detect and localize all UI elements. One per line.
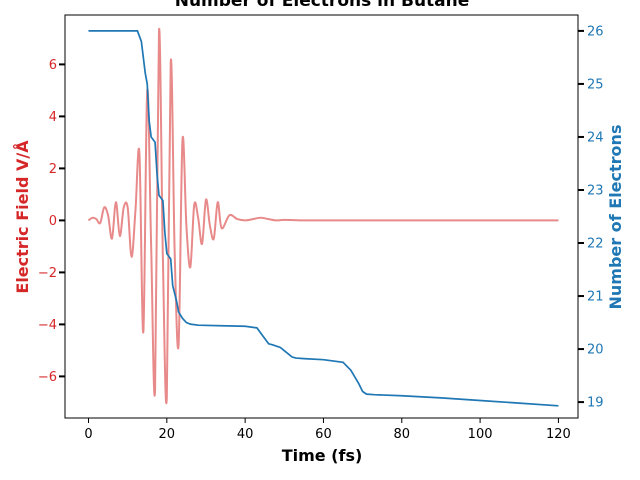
chart-title: Number of Electrons in Butane <box>175 0 470 11</box>
x-tick-label: 80 <box>394 427 411 442</box>
right-tick-label: 25 <box>587 77 604 92</box>
left-tick-label: 2 <box>49 162 57 177</box>
left-tick-label: −6 <box>38 370 57 385</box>
series-number-of-electrons-line <box>88 30 559 407</box>
right-axis-label: Number of Electrons <box>606 125 625 310</box>
x-tick-label: 20 <box>159 427 176 442</box>
left-axis: −6 −4 −2 0 2 4 6 <box>38 58 65 385</box>
right-tick-label: 19 <box>587 396 604 411</box>
x-tick-label: 40 <box>237 427 254 442</box>
x-tick-label: 0 <box>84 427 92 442</box>
right-tick-label: 21 <box>587 290 604 305</box>
right-tick-label: 22 <box>587 237 604 252</box>
right-tick-label: 20 <box>587 343 604 358</box>
left-tick-label: 0 <box>49 214 57 229</box>
plot-frame <box>64 14 579 419</box>
series-electric-field-line <box>87 27 559 405</box>
x-tick-label: 100 <box>468 427 493 442</box>
x-axis: 0 20 40 60 80 100 120 <box>84 418 571 442</box>
x-axis-label: Time (fs) <box>282 446 363 465</box>
x-tick-label: 120 <box>546 427 571 442</box>
left-tick-label: −2 <box>38 266 57 281</box>
right-tick-label: 24 <box>587 130 604 145</box>
x-tick-label: 60 <box>315 427 332 442</box>
right-tick-label: 23 <box>587 183 604 198</box>
left-tick-label: 4 <box>49 110 57 125</box>
right-axis: 19 20 21 22 23 24 25 26 <box>578 24 604 411</box>
left-axis-label: Electric Field V/Å <box>13 140 32 294</box>
left-tick-label: −4 <box>38 318 57 333</box>
left-tick-label: 6 <box>49 58 57 73</box>
right-tick-label: 26 <box>587 24 604 39</box>
